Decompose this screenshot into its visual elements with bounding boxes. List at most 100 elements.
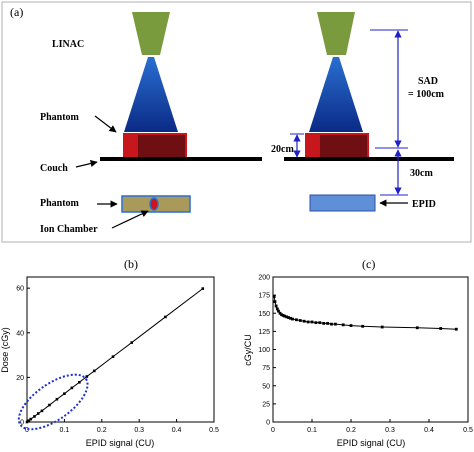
label-phantom-top: Phantom bbox=[40, 112, 80, 123]
data-point bbox=[273, 300, 277, 304]
x-tick-label: 0.3 bbox=[134, 427, 144, 434]
y-tick-label: 25 bbox=[262, 401, 270, 408]
data-point bbox=[33, 415, 36, 418]
phantom-left-edge bbox=[124, 134, 138, 158]
data-point bbox=[326, 322, 329, 325]
y-tick-label: 100 bbox=[258, 347, 270, 354]
linac-head-right bbox=[317, 12, 355, 55]
arrow-couch bbox=[75, 159, 98, 168]
data-point bbox=[283, 314, 287, 318]
panel-a: (a) LINAC Phantom Couch Phantom Ion Cham… bbox=[1, 1, 472, 243]
y-tick-label: 20 bbox=[16, 375, 24, 382]
data-point bbox=[40, 409, 44, 413]
x-tick-label: 0 bbox=[271, 427, 275, 434]
x-tick-label: 0.1 bbox=[60, 427, 70, 434]
y-tick-label: 0 bbox=[20, 420, 24, 427]
x-tick-label: 0.4 bbox=[424, 427, 434, 434]
data-point bbox=[287, 316, 290, 319]
data-point bbox=[454, 327, 458, 331]
data-point bbox=[275, 307, 279, 311]
data-point bbox=[48, 403, 51, 407]
data-point bbox=[334, 322, 337, 326]
label-linac: LINAC bbox=[52, 39, 84, 50]
data-point bbox=[93, 369, 96, 373]
y-tick-label: 175 bbox=[258, 293, 270, 300]
label-30cm: 30cm bbox=[410, 168, 433, 179]
data-point bbox=[130, 341, 134, 344]
data-point bbox=[164, 315, 167, 319]
phantom-right-edge bbox=[306, 134, 320, 158]
data-point bbox=[291, 317, 294, 321]
data-point bbox=[302, 319, 306, 323]
panel-c-label: (c) bbox=[362, 257, 375, 271]
chart-calibration-factor: (c) 0 0.1 0.2 0.3 0.4 0.5 0 25 50 75 100 125 150 175 2… bbox=[243, 257, 473, 448]
series-line bbox=[26, 288, 204, 423]
label-20cm: 20cm bbox=[271, 144, 294, 155]
data-point bbox=[341, 323, 345, 327]
data-point bbox=[36, 412, 40, 415]
label-ion-chamber: Ion Chamber bbox=[40, 224, 98, 235]
data-point bbox=[330, 322, 333, 326]
label-sad: SAD bbox=[418, 76, 438, 87]
x-tick-label: 0.1 bbox=[307, 427, 317, 434]
x-tick-label: 0 bbox=[25, 427, 29, 434]
x-tick-label: 0.5 bbox=[463, 427, 473, 434]
couch-bar-right bbox=[284, 157, 454, 161]
data-point bbox=[55, 397, 59, 401]
data-point bbox=[306, 320, 310, 324]
series-line bbox=[273, 296, 457, 330]
data-point bbox=[281, 314, 285, 317]
data-point bbox=[361, 324, 365, 328]
y-tick-label: 0 bbox=[266, 420, 270, 427]
data-point bbox=[298, 319, 302, 322]
y-tick-label: 125 bbox=[258, 329, 270, 336]
label-sad-value: = 100cm bbox=[408, 89, 445, 100]
data-point bbox=[78, 380, 81, 384]
data-point bbox=[274, 304, 278, 308]
data-point bbox=[27, 419, 31, 422]
label-epid: EPID bbox=[412, 199, 436, 210]
y-tick-label: 50 bbox=[262, 383, 270, 390]
x-tick-label: 0.4 bbox=[172, 427, 182, 434]
data-point bbox=[278, 311, 282, 315]
couch-bar bbox=[100, 157, 262, 161]
y-tick-label: 75 bbox=[262, 365, 270, 372]
data-point bbox=[272, 295, 276, 298]
data-point bbox=[285, 315, 289, 319]
plot-c-frame bbox=[272, 276, 469, 423]
highlight-ellipse bbox=[17, 373, 89, 431]
data-point bbox=[70, 386, 74, 390]
arrow-ion-chamber bbox=[111, 210, 149, 229]
data-point bbox=[415, 326, 419, 330]
x-tick-label: 0.2 bbox=[97, 427, 107, 434]
ion-chamber-dot bbox=[149, 197, 159, 211]
arrow-phantom-top bbox=[94, 115, 117, 133]
beam-left bbox=[124, 57, 178, 132]
data-point bbox=[318, 321, 322, 325]
data-point bbox=[314, 321, 318, 325]
y-tick-label: 40 bbox=[16, 330, 24, 337]
label-phantom-bottom: Phantom bbox=[40, 198, 80, 209]
data-point bbox=[280, 313, 283, 317]
x-tick-label: 0.3 bbox=[385, 427, 395, 434]
linac-head-left bbox=[132, 12, 170, 55]
x-tick-label: 0.2 bbox=[346, 427, 356, 434]
data-point bbox=[25, 420, 29, 424]
x-axis-label-c: EPID signal (CU) bbox=[337, 438, 406, 448]
y-tick-label: 60 bbox=[16, 286, 24, 293]
y-axis-label-c: cGy/CU bbox=[243, 334, 253, 366]
data-point bbox=[63, 392, 66, 395]
panel-b-label: (b) bbox=[124, 257, 138, 271]
panel-a-frame bbox=[1, 1, 472, 243]
y-tick-label: 150 bbox=[258, 311, 270, 318]
chart-dose-vs-epid: (b) 0 0.1 0.2 0.3 0.4 0.5 0 20 40 60 EPID signal … bbox=[0, 257, 219, 448]
data-point bbox=[201, 287, 205, 290]
data-point bbox=[85, 375, 89, 378]
data-point bbox=[349, 324, 353, 327]
label-couch: Couch bbox=[40, 163, 68, 174]
data-point bbox=[322, 322, 326, 325]
data-point bbox=[289, 316, 292, 320]
plot-b-frame bbox=[26, 276, 215, 423]
y-tick-label: 200 bbox=[258, 275, 270, 282]
